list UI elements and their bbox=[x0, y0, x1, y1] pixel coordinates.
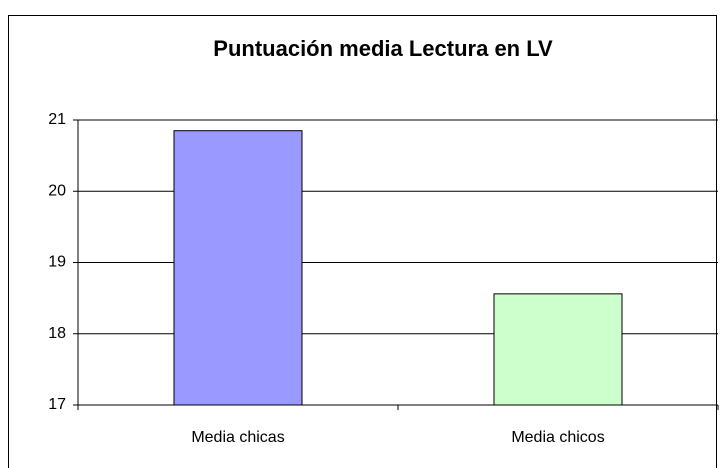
y-tick-label: 19 bbox=[48, 254, 66, 271]
y-tick-label: 17 bbox=[48, 396, 66, 413]
x-tick-label: Media chicos bbox=[511, 429, 604, 446]
bar bbox=[173, 130, 303, 406]
chart-title: Puntuación media Lectura en LV bbox=[213, 36, 553, 61]
y-tick-label: 18 bbox=[48, 325, 66, 342]
x-tick-label: Media chicas bbox=[191, 429, 284, 446]
y-tick-label: 20 bbox=[48, 182, 66, 199]
bar bbox=[493, 293, 623, 406]
y-tick-label: 21 bbox=[48, 111, 66, 128]
